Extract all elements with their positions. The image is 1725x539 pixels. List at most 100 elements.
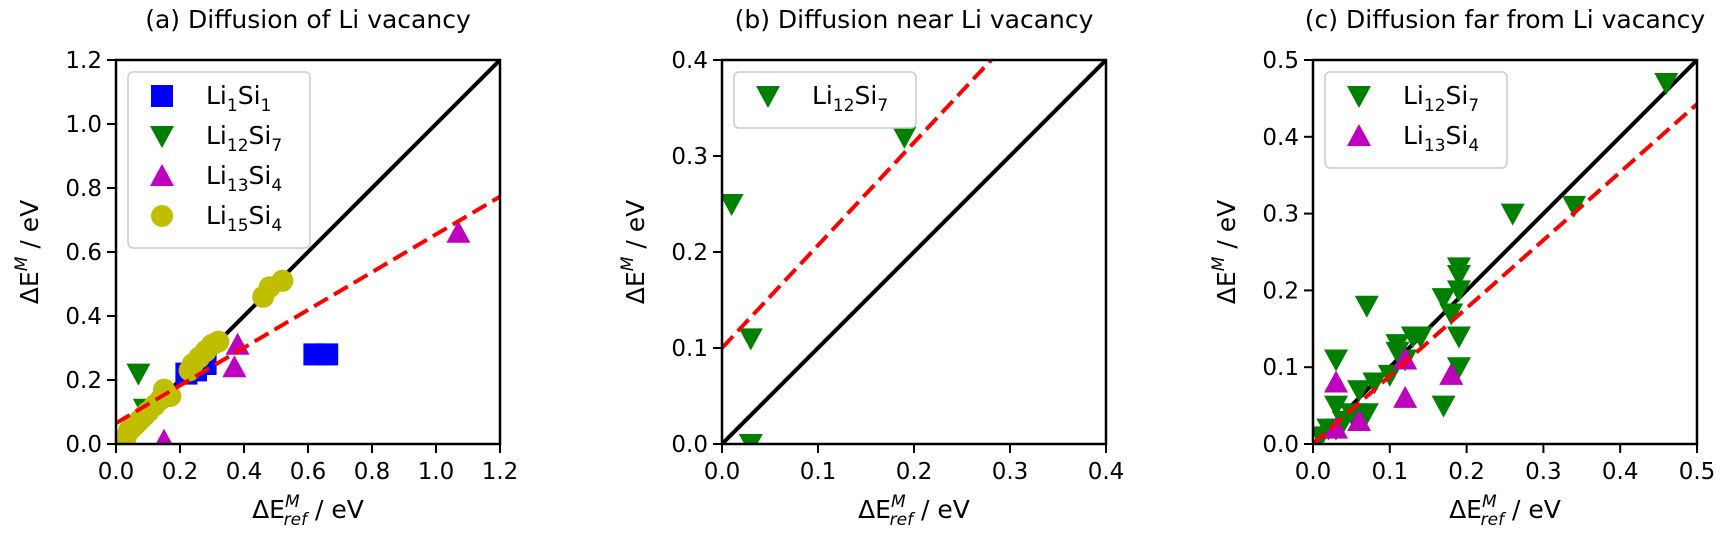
legend: Li1Si1 Li12Si7 Li13Si4 Li15Si4 — [127, 71, 311, 249]
x-tick-label: 1.0 — [418, 459, 455, 485]
legend-marker — [150, 164, 174, 186]
plot-area — [722, 60, 1106, 444]
legend-marker — [1347, 124, 1371, 146]
x-tick-label: 0.2 — [162, 459, 199, 485]
data-point — [1393, 347, 1418, 370]
x-tick-label: 1.2 — [482, 459, 519, 485]
y-tick-label: 0.1 — [1262, 355, 1299, 381]
y-tick-label: 0.8 — [65, 176, 102, 202]
plot-area — [1313, 60, 1697, 444]
data-point — [1439, 362, 1464, 385]
plot-area — [116, 60, 500, 444]
y-tick-label: 0.5 — [1262, 48, 1299, 74]
y-tick-label: 0.0 — [1262, 432, 1299, 458]
data-point — [222, 355, 247, 378]
panel-1: (b) Diffusion near Li vacancy 0.0 0.1 0.2 0.… — [618, 5, 1124, 530]
data-point — [1393, 385, 1418, 408]
x-tick-label: 0.4 — [1602, 459, 1639, 485]
y-axis-label: ΔEM / eV — [12, 200, 44, 304]
data-point — [1324, 370, 1349, 393]
legend-entry: Li13Si4 — [206, 161, 282, 196]
y-axis-label: ΔEM / eV — [1209, 200, 1241, 304]
legend-entry: Li12Si7 — [206, 121, 282, 156]
x-tick-label: 0.1 — [800, 459, 837, 485]
data-point — [738, 434, 763, 444]
data-point — [1347, 408, 1372, 431]
panel-title: (a) Diffusion of Li vacancy — [145, 5, 471, 34]
x-tick-label: 0.0 — [704, 459, 741, 485]
legend-entry: Li12Si7 — [812, 81, 888, 116]
y-tick-label: 0.3 — [1262, 202, 1299, 228]
y-tick-label: 0.1 — [671, 336, 708, 362]
y-tick-label: 0.2 — [1262, 278, 1299, 304]
data-point — [316, 343, 339, 366]
y-tick-label: 1.0 — [65, 112, 102, 138]
x-tick-label: 0.6 — [290, 459, 327, 485]
panel-0: (a) Diffusion of Li vacancy 0.0 0.2 0.4 0.6 0… — [12, 5, 518, 530]
y-tick-label: 0.6 — [65, 240, 102, 266]
panel-title: (c) Diffusion far from Li vacancy — [1305, 5, 1706, 34]
x-tick-label: 0.3 — [992, 459, 1029, 485]
data-point — [1500, 203, 1525, 226]
x-tick-label: 0.3 — [1525, 459, 1562, 485]
legend-entry: Li13Si4 — [1403, 121, 1479, 156]
data-point — [1439, 303, 1464, 326]
x-axis-label: ΔEM ref / eV — [858, 492, 970, 530]
data-point — [1324, 395, 1349, 418]
legend-box — [1324, 71, 1508, 169]
data-point — [892, 126, 917, 149]
data-point — [1408, 326, 1433, 349]
data-point — [738, 328, 763, 351]
panel-2: (c) Diffusion far from Li vacancy 0.0 0.1 0… — [1209, 5, 1715, 530]
data-point — [1354, 295, 1379, 318]
data-point — [155, 428, 173, 444]
legend-box — [127, 71, 311, 249]
fit-line — [116, 194, 500, 425]
data-point — [1446, 357, 1471, 380]
plot-frame — [720, 58, 1108, 446]
x-tick-label: 0.0 — [98, 459, 135, 485]
fit-line — [722, 60, 994, 350]
data-point — [446, 220, 471, 243]
legend-entry: Li1Si1 — [206, 81, 271, 116]
legend-marker — [151, 205, 173, 227]
legend: Li12Si7 — [733, 71, 917, 129]
plot-frame — [114, 58, 502, 446]
y-tick-label: 0.2 — [671, 240, 708, 266]
data-point — [1362, 372, 1387, 395]
data-point — [1446, 280, 1471, 303]
data-point — [1354, 403, 1379, 426]
x-axis-label: ΔEM ref / eV — [252, 492, 364, 530]
legend-marker — [756, 86, 780, 108]
data-point — [1431, 288, 1456, 311]
data-point — [1324, 416, 1349, 439]
legend-entry: Li15Si4 — [206, 201, 282, 236]
y-tick-label: 0.4 — [65, 304, 102, 330]
data-point — [271, 269, 294, 292]
y-tick-label: 0.4 — [1262, 125, 1299, 151]
x-tick-label: 0.0 — [1295, 459, 1332, 485]
y-tick-label: 0.4 — [671, 48, 708, 74]
data-point — [1562, 195, 1587, 218]
x-tick-label: 0.8 — [354, 459, 391, 485]
data-point — [126, 363, 151, 386]
y-tick-label: 0.3 — [671, 144, 708, 170]
y-axis-label: ΔEM / eV — [618, 200, 650, 304]
data-point — [1431, 395, 1456, 418]
x-tick-label: 0.4 — [226, 459, 263, 485]
x-tick-label: 0.5 — [1679, 459, 1716, 485]
fit-line — [1313, 102, 1697, 444]
data-point — [1339, 403, 1364, 426]
data-point — [207, 330, 230, 353]
data-point — [159, 385, 182, 407]
x-tick-label: 0.1 — [1372, 459, 1409, 485]
panel-title: (b) Diffusion near Li vacancy — [735, 5, 1094, 34]
y-tick-label: 1.2 — [65, 48, 102, 74]
identity-line — [722, 60, 1106, 444]
x-axis-label: ΔEM ref / eV — [1449, 492, 1561, 530]
data-point — [1347, 380, 1372, 403]
x-tick-label: 0.2 — [896, 459, 933, 485]
data-point — [1385, 334, 1410, 357]
data-point — [1324, 349, 1349, 372]
